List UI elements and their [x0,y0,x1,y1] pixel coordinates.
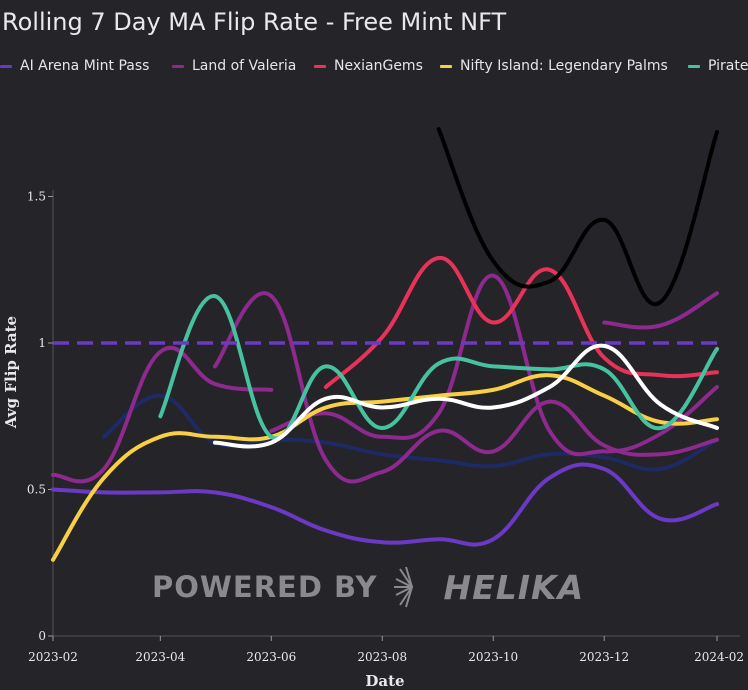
legend-label: NexianGems [334,58,423,74]
watermark-prefix: POWERED BY [152,570,378,604]
legend-item[interactable]: Land of Valeria [172,58,296,74]
series-line-9 [212,343,719,449]
series-line-1 [212,291,719,484]
legend-item[interactable]: Pirate [688,58,748,74]
x-tick-label: 2023-08 [357,650,407,664]
y-tick-label: 1.5 [27,190,46,204]
x-tick-label: 2023-06 [246,650,296,664]
legend-label: Pirate [708,58,748,74]
x-tick-label: 2023-02 [28,650,78,664]
helika-logo-icon [393,566,413,608]
legend-item[interactable]: AI Arena Mint Pass [0,58,149,74]
watermark: POWERED BY HELIKA [152,565,584,609]
x-tick-label: 2023-12 [579,650,629,664]
y-tick-label: 1 [38,336,46,350]
y-tick-label: 0 [38,629,46,643]
x-tick-label: 2023-10 [468,650,518,664]
legend: AI Arena Mint Pass Land of Valeria NexianG… [0,58,748,78]
series-line-10 [436,127,719,307]
y-tick-label: 0.5 [27,483,46,497]
y-axis-title: Avg Flip Rate [2,316,20,429]
chart-title: Rolling 7 Day MA Flip Rate - Free Mint N… [2,8,507,36]
series-line-6 [51,345,274,484]
series-line-4 [158,294,719,441]
legend-swatch [688,64,700,68]
x-tick-label: 2023-04 [135,650,185,664]
series-line-0 [51,462,719,547]
series-line-2 [323,256,719,389]
series-line-8 [602,291,719,330]
series-line-7 [269,273,719,457]
legend-label: Nifty Island: Legendary Palms [460,58,668,74]
legend-label: Land of Valeria [192,58,297,74]
legend-label: AI Arena Mint Pass [20,58,150,74]
watermark-brand: HELIKA [443,567,585,607]
x-axis-title: Date [365,672,404,690]
legend-swatch [172,64,184,68]
legend-item[interactable]: Nifty Island: Legendary Palms [440,58,668,74]
series-line-3 [51,373,719,562]
legend-swatch [314,64,326,68]
legend-swatch [440,64,452,68]
x-tick-label: 2024-02 [694,650,744,664]
legend-swatch [0,64,12,68]
legend-item[interactable]: NexianGems [314,58,423,74]
